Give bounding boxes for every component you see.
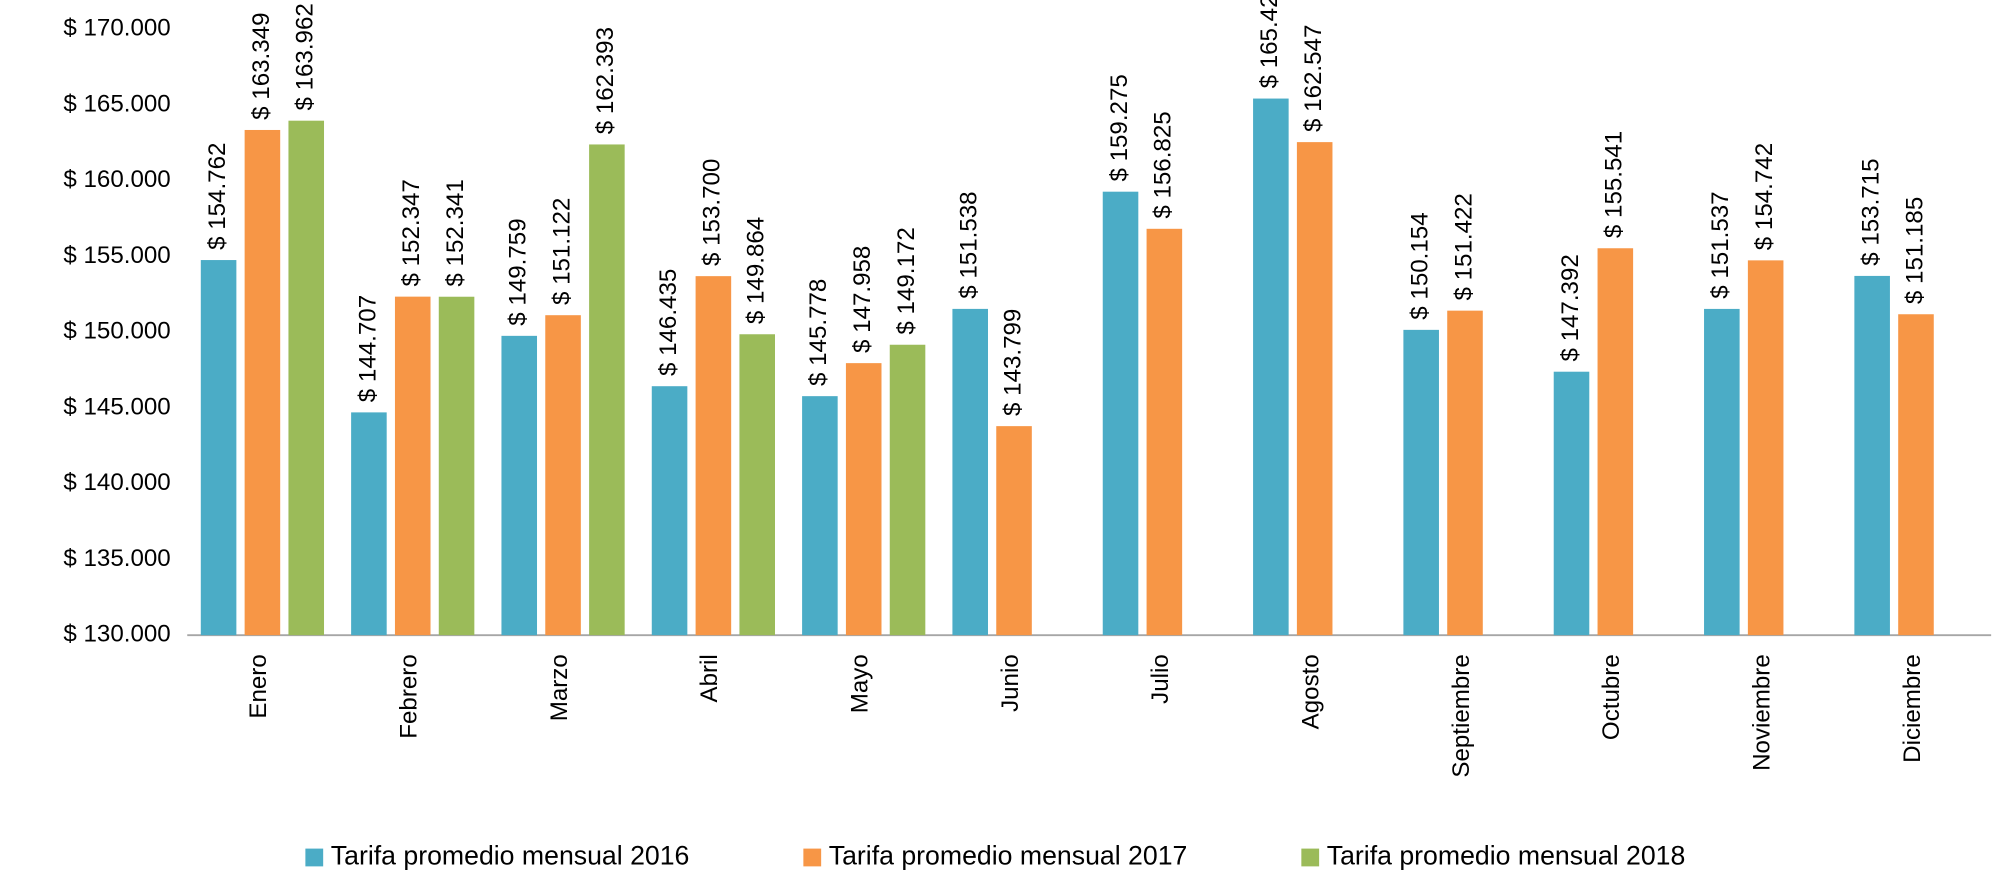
bar [200,260,237,636]
bar [889,344,926,636]
data-label: $ 143.799 [999,309,1026,416]
bar [1296,142,1333,636]
data-label: $ 163.349 [248,12,275,119]
x-tick-label: Octubre [1598,654,1625,740]
y-tick-label: $ 160.000 [63,166,170,193]
bar [996,426,1032,636]
bar [802,396,838,636]
bar [501,335,538,636]
y-tick-label: $ 155.000 [63,242,170,269]
bar [1553,371,1590,636]
legend-label: Tarifa promedio mensual 2017 [829,841,1188,871]
bar [351,412,387,636]
data-label: $ 163.962 [292,3,319,110]
x-tick-label: Diciembre [1899,654,1926,763]
x-tick-label: Agosto [1298,654,1325,729]
bar [1747,260,1784,636]
y-tick-label: $ 165.000 [63,90,170,117]
bar [545,315,581,636]
y-tick-label: $ 170.000 [63,15,170,42]
data-label: $ 152.341 [442,179,469,286]
bar [244,129,281,636]
bar [438,296,475,636]
data-label: $ 150.154 [1407,212,1434,319]
x-tick-label: Enero [245,654,272,718]
x-tick-label: Junio [997,654,1024,712]
data-label: $ 146.435 [655,269,682,376]
x-tick-label: Julio [1147,654,1174,704]
y-tick-label: $ 135.000 [63,545,170,572]
data-label: $ 149.864 [743,217,770,324]
bar [845,363,882,636]
bar [1854,275,1890,636]
data-label: $ 151.422 [1450,193,1477,300]
data-label: $ 151.185 [1901,197,1928,304]
data-label: $ 154.742 [1751,143,1778,250]
legend-swatch [305,848,324,867]
data-label: $ 152.347 [398,179,425,286]
data-label: $ 159.275 [1106,74,1133,181]
data-label: $ 149.759 [505,218,532,325]
bar [589,144,625,636]
bar [1102,191,1139,636]
y-tick-label: $ 140.000 [63,469,170,496]
legend-label: Tarifa promedio mensual 2016 [331,841,690,871]
data-label: $ 147.392 [1557,254,1584,361]
data-label: $ 162.547 [1300,25,1327,132]
data-label: $ 145.778 [805,279,832,386]
bar [651,386,688,636]
x-tick-label: Noviembre [1748,654,1775,771]
x-tick-label: Abril [696,654,723,702]
data-label: $ 147.958 [849,246,876,353]
bar [1146,228,1183,636]
x-tick-label: Febrero [396,654,423,738]
data-label: $ 155.541 [1601,131,1628,238]
data-label: $ 162.393 [592,27,619,134]
data-label: $ 151.537 [1707,191,1734,298]
bar [695,276,732,636]
y-tick-label: $ 150.000 [63,318,170,345]
bar [1447,310,1483,636]
bar [1704,308,1740,636]
legend-swatch [1301,848,1320,867]
bar [1597,248,1634,636]
y-tick-label: $ 130.000 [63,621,170,648]
x-tick-label: Septiembre [1448,654,1475,777]
data-label: $ 151.122 [548,198,575,305]
x-tick-label: Marzo [546,654,573,721]
y-tick-label: $ 145.000 [63,393,170,420]
x-tick-label: Mayo [847,654,874,713]
bar [1403,329,1439,636]
data-label: $ 154.762 [204,143,231,250]
bar [394,296,431,636]
data-label: $ 153.715 [1858,158,1885,265]
data-label: $ 156.825 [1150,111,1177,218]
legend-swatch [803,848,822,867]
data-label: $ 151.538 [956,191,983,298]
bar [1898,314,1934,636]
bar [739,334,775,636]
bar [952,308,988,636]
legend-label: Tarifa promedio mensual 2018 [1327,841,1686,871]
bar [288,120,325,636]
data-label: $ 165.423 [1256,0,1283,88]
data-label: $ 149.172 [893,227,920,334]
bar [1253,98,1289,636]
data-label: $ 144.707 [354,295,381,402]
data-label: $ 153.700 [699,159,726,266]
